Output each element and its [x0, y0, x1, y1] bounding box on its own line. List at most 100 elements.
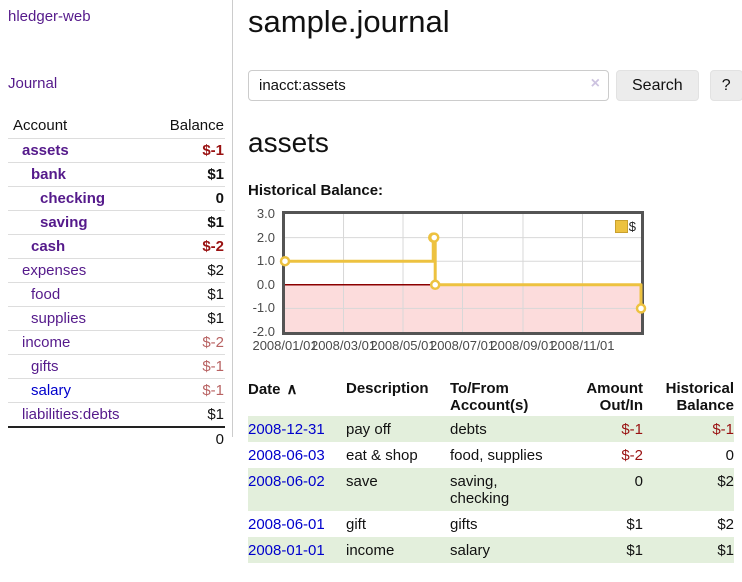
sidebar-account-link[interactable]: saving — [40, 214, 88, 231]
search-input[interactable] — [248, 70, 609, 101]
chart-x-axis-labels: 2008/01/01 2008/03/01 2008/05/01 2008/07/01… — [252, 338, 734, 354]
account-cell: assets — [8, 138, 149, 163]
account-balance: 0 — [148, 186, 225, 211]
account-cell: bank — [8, 162, 149, 187]
register-cell: $-1 — [621, 421, 643, 438]
sidebar-account-link[interactable]: assets — [22, 142, 69, 159]
account-balance: $-1 — [148, 138, 225, 163]
register-cell: $1 — [626, 542, 643, 559]
account-cell: food — [8, 282, 149, 307]
register-cell: income — [346, 542, 395, 559]
sidebar-account-link[interactable]: bank — [31, 166, 67, 183]
register-cell: salary — [450, 542, 491, 559]
accounts-header-balance: Balance — [148, 114, 225, 139]
account-heading: assets — [248, 127, 329, 158]
register-cell: 0 — [725, 447, 734, 464]
app-brand-link[interactable]: hledger-web — [8, 8, 91, 25]
account-row: salary $-1 — [8, 378, 225, 403]
register-cell: $1 — [626, 516, 643, 533]
register-cell: gifts — [450, 516, 478, 533]
account-row: food $1 — [8, 282, 225, 307]
sidebar: hledger-web Journal Account Balance asse… — [0, 0, 232, 451]
account-row: liabilities:debts $1 — [8, 402, 225, 428]
column-header-balance: Historical Balance — [665, 380, 734, 414]
column-header-description: Description — [346, 380, 429, 397]
transaction-date-link[interactable]: 2008-06-03 — [248, 447, 325, 464]
account-row: gifts $-1 — [8, 354, 225, 379]
accounts-header-row: Account Balance — [8, 114, 225, 139]
register-row: 2008-12-31 pay off debts $-1 $-1 — [248, 416, 734, 442]
transaction-date-link[interactable]: 2008-06-02 — [248, 473, 325, 490]
x-axis-tick-label: 2008/11/01 — [550, 338, 615, 353]
accounts-total-row: 0 — [8, 426, 225, 451]
x-axis-tick-label: 2008/05/01 — [370, 338, 436, 353]
y-axis-tick-label: 0.0 — [256, 276, 275, 292]
register-cell: pay off — [346, 421, 391, 438]
register-cell: $-2 — [621, 447, 643, 464]
sidebar-account-link[interactable]: income — [22, 334, 71, 351]
legend-swatch-icon — [614, 220, 628, 233]
account-cell: gifts — [8, 354, 149, 379]
account-row: saving $1 — [8, 210, 225, 235]
x-axis-tick-label: 2008/01/01 — [252, 338, 318, 353]
page-title: sample.journal — [248, 4, 450, 39]
search-button[interactable]: Search — [616, 70, 699, 101]
column-header-amount: Amount Out/In — [586, 380, 643, 414]
account-row: cash $-2 — [8, 234, 225, 259]
account-cell: cash — [8, 234, 149, 259]
account-row: bank $1 — [8, 162, 225, 187]
account-balance: $1 — [148, 306, 225, 331]
account-row: expenses $2 — [8, 258, 225, 283]
search-form: × Search ? — [248, 70, 742, 101]
register-row: 2008-01-01 income salary $1 $1 — [248, 537, 734, 563]
register-date-cell: 2008-06-03 — [248, 442, 346, 468]
accounts-total-value: 0 — [148, 426, 225, 451]
sidebar-account-link[interactable]: salary — [31, 382, 72, 399]
account-balance: $-1 — [148, 354, 225, 379]
account-cell: expenses — [8, 258, 149, 283]
register-cell: save — [346, 473, 378, 490]
sidebar-account-link[interactable]: checking — [40, 190, 106, 207]
sidebar-account-link[interactable]: expenses — [22, 262, 87, 279]
register-date-cell: 2008-06-02 — [248, 468, 346, 511]
transaction-date-link[interactable]: 2008-12-31 — [248, 421, 325, 438]
account-row: assets $-1 — [8, 138, 225, 163]
register-date-cell: 2008-12-31 — [248, 416, 346, 442]
account-cell: supplies — [8, 306, 149, 331]
clear-search-icon[interactable]: × — [590, 75, 600, 92]
chart-legend: $ — [614, 219, 636, 234]
y-axis-tick-label: -1.0 — [252, 300, 275, 316]
sidebar-account-link[interactable]: food — [31, 286, 61, 303]
account-cell: checking — [8, 186, 149, 211]
column-header-date[interactable]: Date ∧ — [248, 381, 298, 398]
y-axis-tick-label: 3.0 — [256, 206, 275, 221]
account-balance: $-2 — [148, 234, 225, 259]
register-cell: $-1 — [712, 421, 734, 438]
search-box: × — [248, 70, 609, 101]
register-date-cell: 2008-06-01 — [248, 511, 346, 537]
register-cell: eat & shop — [346, 447, 418, 464]
x-axis-tick-label: 2008/03/01 — [310, 338, 377, 353]
account-balance: $1 — [148, 210, 225, 235]
accounts-tree: Account Balance assets $-1 bank $1 checking 0… — [8, 114, 225, 451]
sidebar-account-link[interactable]: supplies — [31, 310, 87, 327]
sidebar-account-link[interactable]: cash — [31, 238, 66, 255]
register-cell: $2 — [717, 473, 734, 490]
sidebar-item-journal[interactable]: Journal — [8, 75, 58, 92]
register-row: 2008-06-02 save saving, checking 0 $2 — [248, 468, 734, 511]
account-row: checking 0 — [8, 186, 225, 211]
account-balance: $2 — [148, 258, 225, 283]
sidebar-account-link[interactable]: liabilities:debts — [22, 406, 120, 423]
column-header-accounts: To/From Account(s) — [450, 380, 529, 414]
transaction-date-link[interactable]: 2008-01-01 — [248, 542, 325, 559]
transaction-date-link[interactable]: 2008-06-01 — [248, 516, 325, 533]
main-content: sample.journal × Search ? assets Histori… — [248, 0, 742, 563]
register-cell: food, supplies — [450, 447, 543, 464]
register-row: 2008-06-01 gift gifts $1 $2 — [248, 511, 734, 537]
help-button[interactable]: ? — [709, 70, 742, 101]
register-cell: $2 — [717, 516, 734, 533]
legend-label: $ — [628, 219, 636, 234]
accounts-total-spacer — [8, 426, 149, 451]
sidebar-account-link[interactable]: gifts — [31, 358, 59, 375]
balance-chart: 3.0 2.0 1.0 0.0 -1.0 -2.0 $ 2008/01/01 2008/03… — [248, 206, 734, 354]
